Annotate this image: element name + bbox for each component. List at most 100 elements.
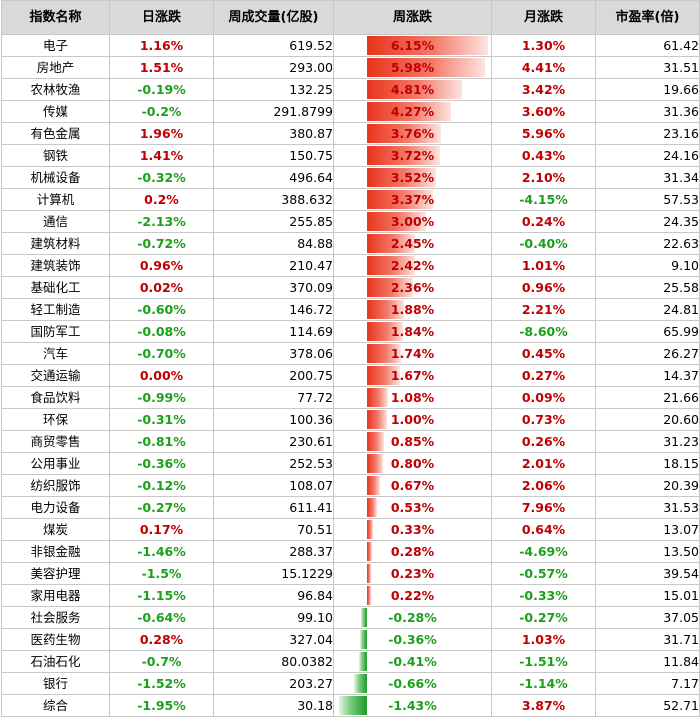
table-row: 综合 -1.95% 30.18 -1.43% 3.87% 52.71	[1, 694, 700, 717]
cell-weekly-volume: 370.09	[213, 276, 334, 299]
table-row: 钢铁 1.41% 150.75 3.72% 0.43% 24.16	[1, 144, 700, 167]
cell-daily-change: -0.31%	[109, 408, 214, 431]
cell-weekly-volume: 200.75	[213, 364, 334, 387]
table-row: 机械设备 -0.32% 496.64 3.52% 2.10% 31.34	[1, 166, 700, 189]
cell-weekly-volume: 255.85	[213, 210, 334, 233]
table-row: 公用事业 -0.36% 252.53 0.80% 2.01% 18.15	[1, 452, 700, 475]
cell-weekly-volume: 210.47	[213, 254, 334, 277]
weekly-change-label: 0.22%	[390, 588, 435, 603]
cell-daily-change: -0.12%	[109, 474, 214, 497]
weekly-change-label: 2.45%	[390, 236, 435, 251]
cell-weekly-volume: 150.75	[213, 144, 334, 167]
cell-index-name: 食品饮料	[1, 386, 110, 409]
cell-index-name: 轻工制造	[1, 298, 110, 321]
cell-weekly-change: 1.88%	[333, 298, 492, 321]
cell-index-name: 电子	[1, 34, 110, 57]
weekly-change-label: 5.98%	[390, 60, 435, 75]
cell-monthly-change: 0.27%	[491, 364, 596, 387]
cell-monthly-change: 0.43%	[491, 144, 596, 167]
cell-weekly-volume: 293.00	[213, 56, 334, 79]
header-pe-ratio: 市盈率(倍)	[595, 0, 700, 35]
cell-monthly-change: -0.27%	[491, 606, 596, 629]
cell-daily-change: 0.17%	[109, 518, 214, 541]
cell-monthly-change: 1.03%	[491, 628, 596, 651]
cell-weekly-change: 0.22%	[333, 584, 492, 607]
cell-daily-change: 0.02%	[109, 276, 214, 299]
cell-weekly-volume: 327.04	[213, 628, 334, 651]
cell-pe-ratio: 31.36	[595, 100, 700, 123]
cell-pe-ratio: 31.23	[595, 430, 700, 453]
cell-monthly-change: -0.33%	[491, 584, 596, 607]
table-row: 汽车 -0.70% 378.06 1.74% 0.45% 26.27	[1, 342, 700, 365]
cell-pe-ratio: 24.16	[595, 144, 700, 167]
cell-weekly-volume: 80.0382	[213, 650, 334, 673]
cell-index-name: 机械设备	[1, 166, 110, 189]
cell-weekly-volume: 388.632	[213, 188, 334, 211]
cell-pe-ratio: 31.53	[595, 496, 700, 519]
cell-monthly-change: 1.30%	[491, 34, 596, 57]
cell-weekly-change: 1.74%	[333, 342, 492, 365]
table-row: 医药生物 0.28% 327.04 -0.36% 1.03% 31.71	[1, 628, 700, 651]
cell-daily-change: -2.13%	[109, 210, 214, 233]
weekly-change-label: 0.85%	[390, 434, 435, 449]
weekly-change-bar	[366, 256, 415, 275]
cell-monthly-change: 0.26%	[491, 430, 596, 453]
cell-pe-ratio: 13.07	[595, 518, 700, 541]
weekly-change-bar	[354, 674, 367, 693]
cell-pe-ratio: 61.42	[595, 34, 700, 57]
cell-weekly-volume: 114.69	[213, 320, 334, 343]
weekly-change-bar	[338, 696, 367, 715]
table-row: 电力设备 -0.27% 611.41 0.53% 7.96% 31.53	[1, 496, 700, 519]
header-index-name: 指数名称	[1, 0, 110, 35]
cell-daily-change: -0.64%	[109, 606, 214, 629]
cell-monthly-change: 3.87%	[491, 694, 596, 717]
cell-weekly-volume: 77.72	[213, 386, 334, 409]
cell-weekly-change: 0.28%	[333, 540, 492, 563]
table-row: 房地产 1.51% 293.00 5.98% 4.41% 31.51	[1, 56, 700, 79]
weekly-change-bar	[366, 322, 404, 341]
weekly-change-bar	[366, 344, 402, 363]
weekly-change-label: -0.41%	[388, 654, 437, 669]
table-row: 计算机 0.2% 388.632 3.37% -4.15% 57.53	[1, 188, 700, 211]
cell-daily-change: 0.96%	[109, 254, 214, 277]
cell-index-name: 综合	[1, 694, 110, 717]
weekly-change-bar	[366, 410, 387, 429]
cell-weekly-change: 3.00%	[333, 210, 492, 233]
weekly-change-label: 3.76%	[390, 126, 435, 141]
table-row: 基础化工 0.02% 370.09 2.36% 0.96% 25.58	[1, 276, 700, 299]
table-row: 传媒 -0.2% 291.8799 4.27% 3.60% 31.36	[1, 100, 700, 123]
cell-weekly-change: 1.67%	[333, 364, 492, 387]
cell-index-name: 传媒	[1, 100, 110, 123]
cell-pe-ratio: 57.53	[595, 188, 700, 211]
cell-weekly-change: -0.41%	[333, 650, 492, 673]
cell-weekly-change: 1.08%	[333, 386, 492, 409]
cell-index-name: 交通运输	[1, 364, 110, 387]
weekly-change-label: -0.66%	[388, 676, 437, 691]
weekly-change-bar	[366, 102, 451, 121]
cell-weekly-change: 0.33%	[333, 518, 492, 541]
cell-weekly-change: 1.84%	[333, 320, 492, 343]
cell-weekly-volume: 84.88	[213, 232, 334, 255]
table-row: 非银金融 -1.46% 288.37 0.28% -4.69% 13.50	[1, 540, 700, 563]
cell-pe-ratio: 18.15	[595, 452, 700, 475]
table-row: 社会服务 -0.64% 99.10 -0.28% -0.27% 37.05	[1, 606, 700, 629]
cell-weekly-change: 3.52%	[333, 166, 492, 189]
cell-daily-change: -1.15%	[109, 584, 214, 607]
cell-daily-change: -0.7%	[109, 650, 214, 673]
cell-index-name: 家用电器	[1, 584, 110, 607]
weekly-change-bar	[366, 388, 389, 407]
cell-monthly-change: -0.40%	[491, 232, 596, 255]
cell-pe-ratio: 7.17	[595, 672, 700, 695]
table-row: 家用电器 -1.15% 96.84 0.22% -0.33% 15.01	[1, 584, 700, 607]
cell-index-name: 银行	[1, 672, 110, 695]
cell-weekly-change: 1.00%	[333, 408, 492, 431]
weekly-change-bar	[366, 278, 414, 297]
cell-daily-change: -1.95%	[109, 694, 214, 717]
table-row: 环保 -0.31% 100.36 1.00% 0.73% 20.60	[1, 408, 700, 431]
cell-daily-change: -0.72%	[109, 232, 214, 255]
table-row: 农林牧渔 -0.19% 132.25 4.81% 3.42% 19.66	[1, 78, 700, 101]
weekly-change-label: 2.42%	[390, 258, 435, 273]
cell-index-name: 石油石化	[1, 650, 110, 673]
cell-index-name: 建筑装饰	[1, 254, 110, 277]
cell-weekly-volume: 291.8799	[213, 100, 334, 123]
